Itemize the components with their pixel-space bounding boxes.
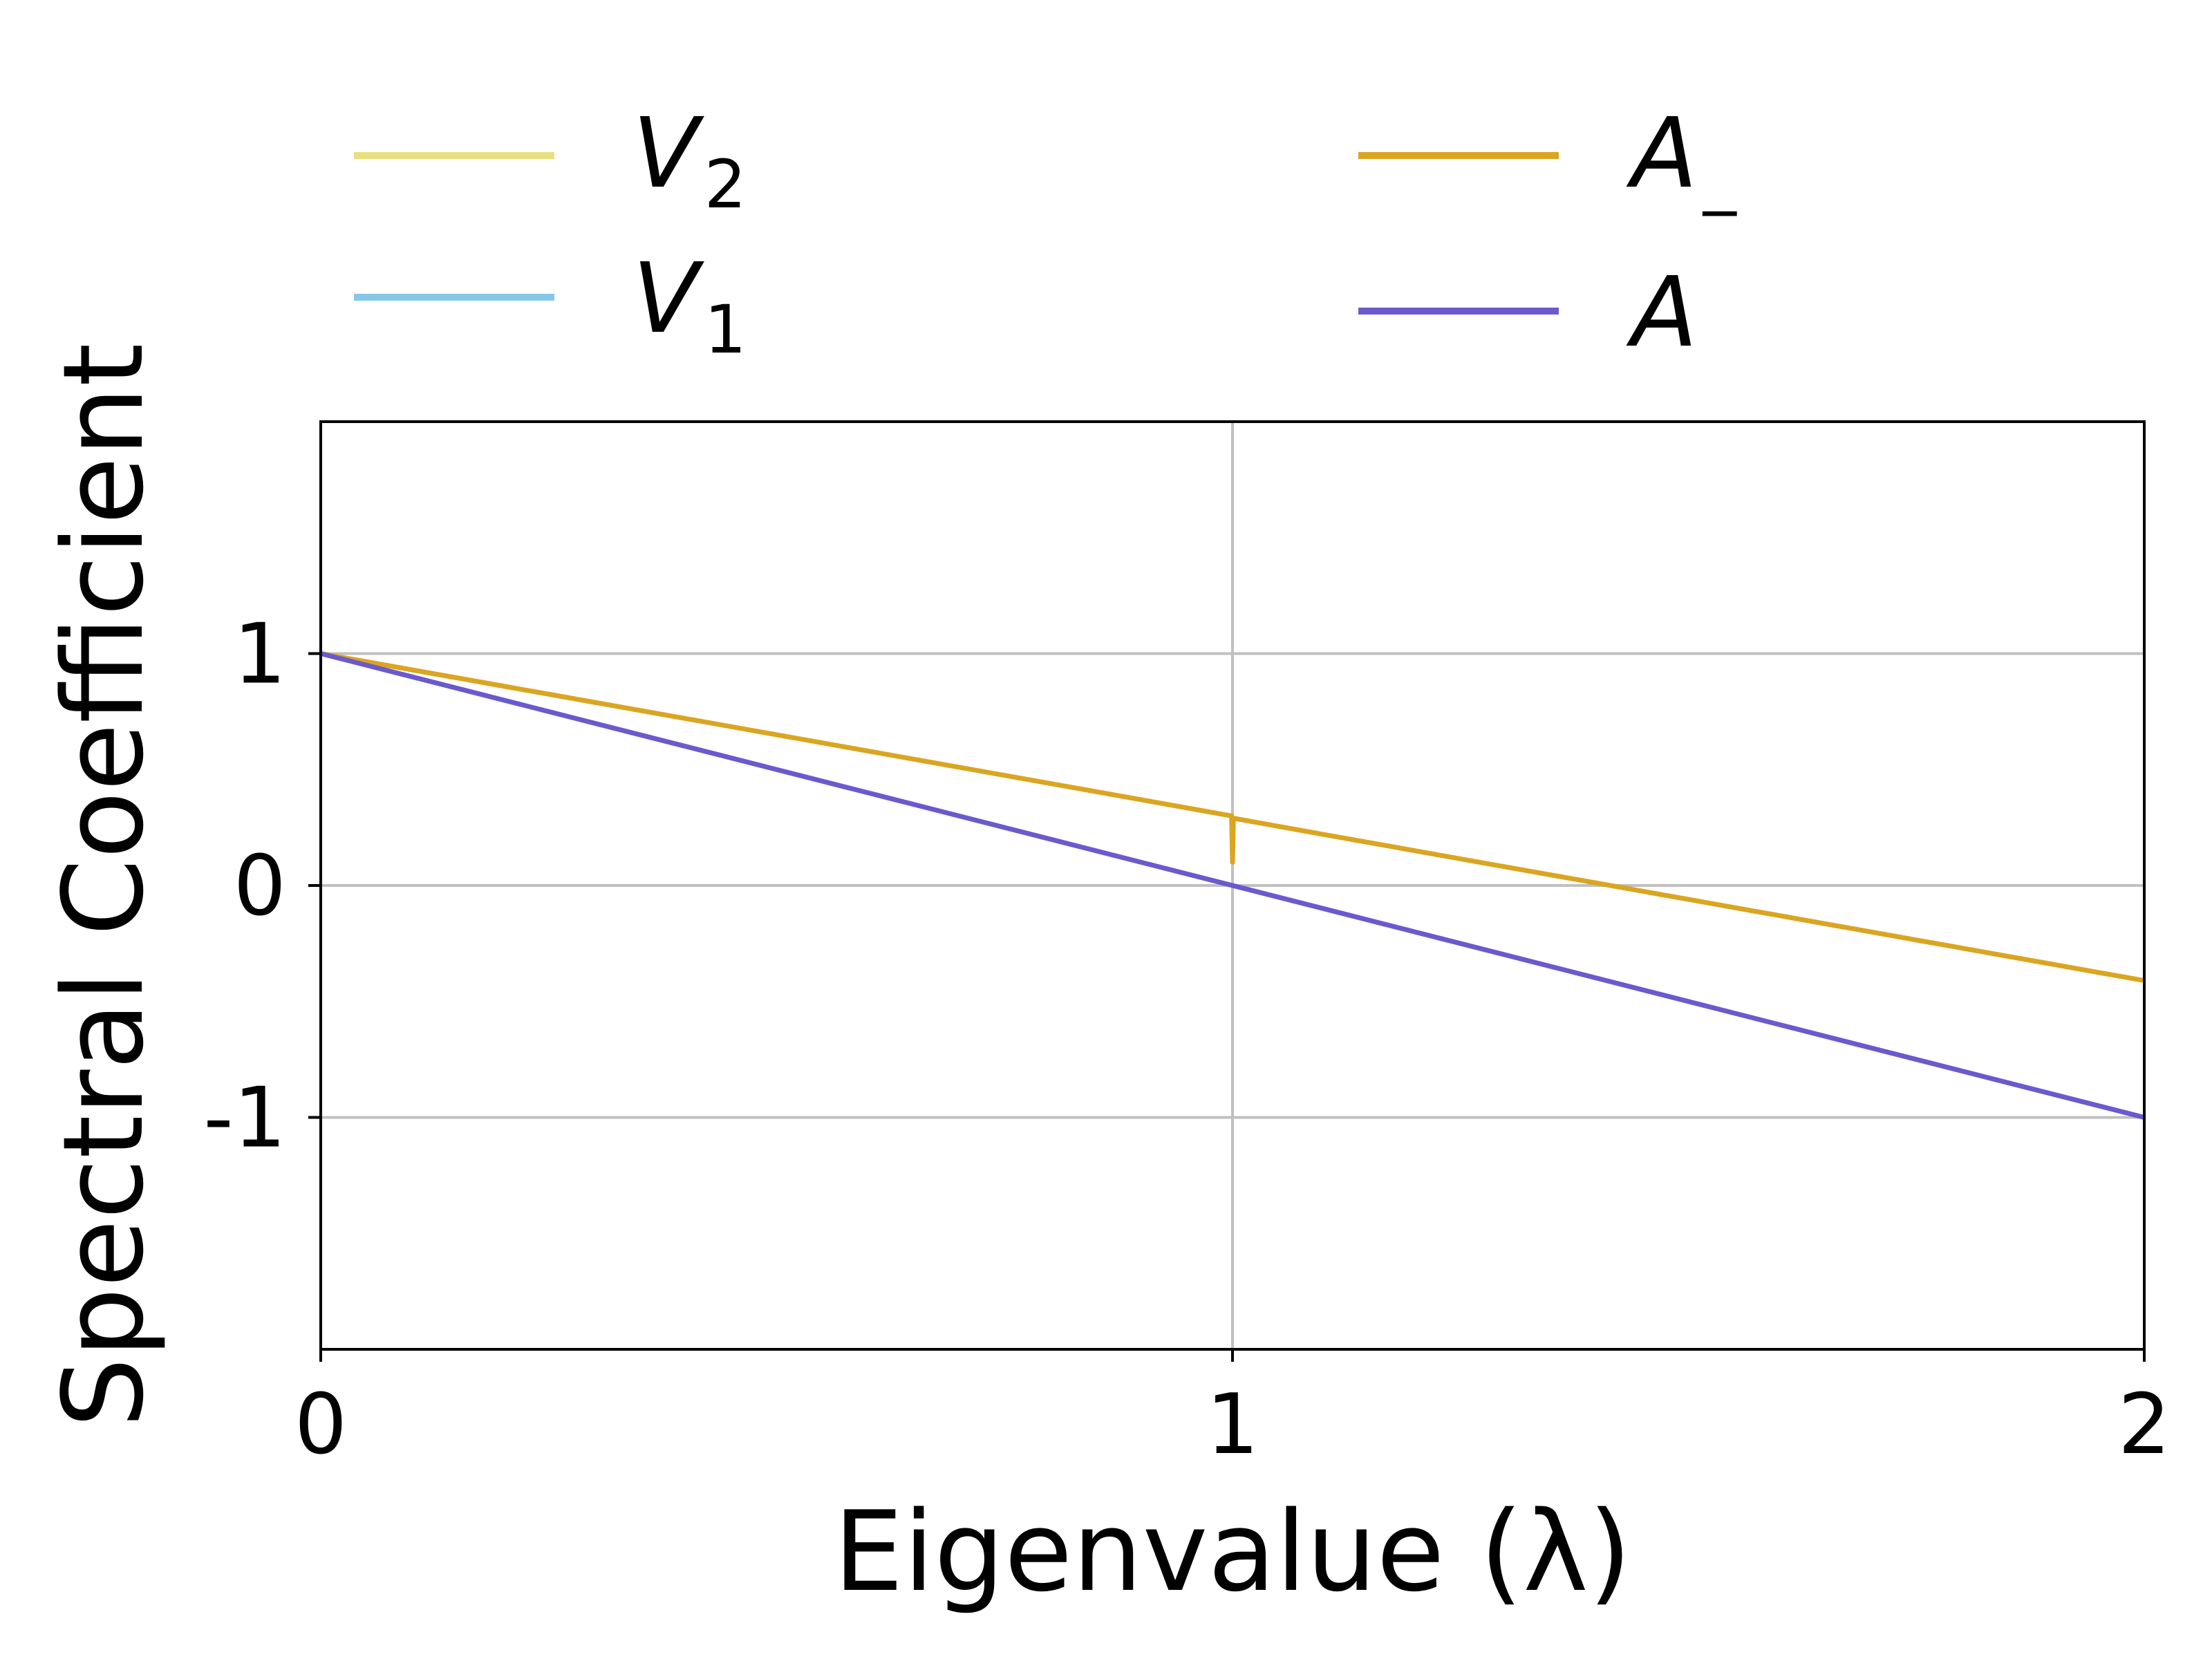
series-layer xyxy=(320,651,2145,1120)
legend-label-a: A xyxy=(1626,256,1698,369)
legend-label-a-minus: A_ xyxy=(1626,97,1737,216)
legend-label-v2: V2 xyxy=(632,97,747,223)
series-line-a xyxy=(320,651,2145,1120)
legend: V2 V1 A_ A xyxy=(354,97,1737,369)
legend-sub-a-minus: _ xyxy=(1703,139,1737,216)
x-tick-label-1: 1 xyxy=(1206,1377,1259,1473)
y-axis-label: Spectral Coefficient xyxy=(39,343,168,1427)
legend-name-v2: V xyxy=(632,97,704,210)
legend-name-a-minus: A xyxy=(1626,97,1698,210)
legend-sub-v2: 2 xyxy=(704,146,747,223)
y-tick-label-0: -1 xyxy=(203,1071,286,1167)
legend-sub-v1: 1 xyxy=(704,291,747,368)
y-tick-label-2: 1 xyxy=(234,607,286,703)
legend-name-a: A xyxy=(1626,256,1698,369)
legend-name-v1: V xyxy=(632,243,704,355)
x-tick-label-2: 2 xyxy=(2118,1377,2171,1473)
series-line-a-minus xyxy=(320,651,2145,984)
y-tick-label-1: 0 xyxy=(234,838,286,935)
x-axis-label: Eigenvalue (λ) xyxy=(834,1487,1631,1616)
ticks: 0 1 2 -1 0 1 xyxy=(203,607,2171,1474)
legend-label-v1: V1 xyxy=(632,243,747,368)
x-tick-label-0: 0 xyxy=(294,1377,347,1473)
